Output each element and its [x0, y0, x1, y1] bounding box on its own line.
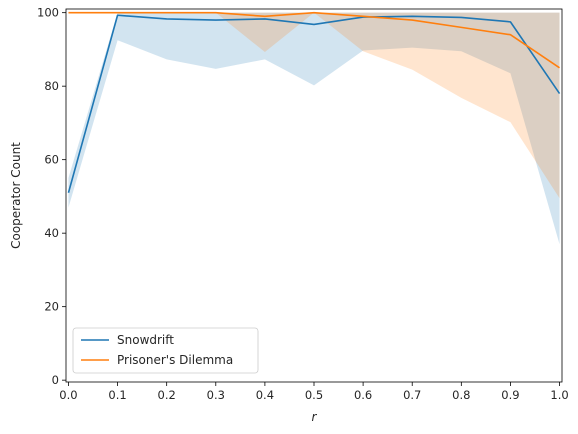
- y-axis-ticks: 0 20 40 60 80 100: [37, 6, 66, 387]
- x-tick-label: 0.5: [305, 388, 323, 402]
- y-tick-label: 80: [44, 79, 59, 93]
- x-tick-label: 0.6: [354, 388, 372, 402]
- line-series-0: [67, 14, 561, 193]
- y-tick-label: 100: [37, 6, 59, 20]
- confidence-bands: [68, 12, 560, 245]
- x-tick-label: 1.0: [550, 388, 568, 402]
- band-series-0: [68, 12, 560, 245]
- legend-box: [72, 327, 259, 374]
- x-tick-label: 0.9: [501, 388, 519, 402]
- x-axis-ticks: 0.0 0.1 0.2 0.3 0.4 0.5 0.6 0.7 0.8 0.9 1.0: [59, 382, 569, 402]
- legend: Snowdrift Prisoner's Dilemma: [72, 327, 259, 374]
- band-series-1: [68, 12, 560, 199]
- x-axis-label: r: [312, 410, 318, 424]
- x-tick-label: 0.0: [59, 388, 77, 402]
- x-tick-label: 0.3: [207, 388, 225, 402]
- x-tick-label: 0.8: [452, 388, 470, 402]
- series-lines: [67, 11, 561, 193]
- line-series-1: [68, 11, 560, 69]
- x-tick-label: 0.1: [108, 388, 126, 402]
- x-tick-label: 0.4: [256, 388, 274, 402]
- y-tick-label: 60: [44, 153, 59, 167]
- y-tick-label: 20: [44, 300, 59, 314]
- y-tick-label: 40: [44, 226, 59, 240]
- legend-label: Snowdrift: [117, 333, 174, 347]
- y-tick-label: 0: [52, 373, 59, 387]
- y-axis-label: Cooperator Count: [9, 142, 23, 249]
- x-tick-label: 0.7: [403, 388, 421, 402]
- legend-label: Prisoner's Dilemma: [117, 353, 233, 367]
- x-tick-label: 0.2: [158, 388, 176, 402]
